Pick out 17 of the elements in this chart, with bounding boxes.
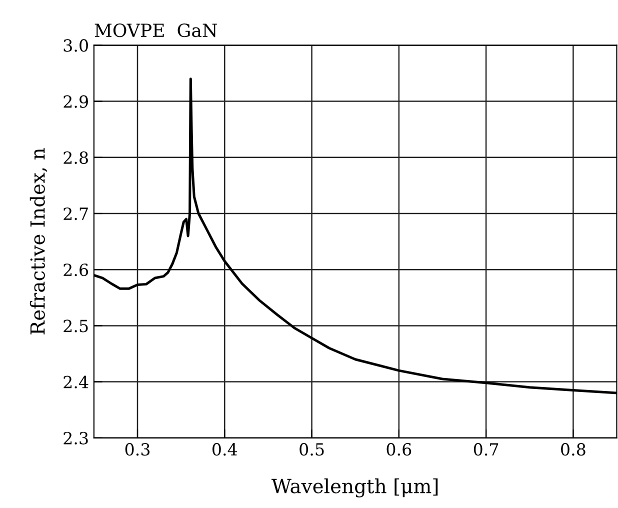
chart-title: MOVPE GaN: [94, 23, 217, 38]
x-tick-label: 0.3: [125, 443, 150, 456]
y-tick-label: 2.4: [64, 376, 88, 388]
y-tick-label: 2.3: [64, 432, 88, 444]
y-tick-label: 2.5: [64, 320, 88, 332]
y-axis-title: Refractive Index, n: [30, 148, 48, 334]
y-tick-label: 3.0: [64, 39, 88, 52]
x-tick-label: 0.8: [561, 443, 586, 456]
y-tick-label: 2.8: [64, 151, 88, 164]
x-axis-title: Wavelength [μm]: [272, 478, 438, 498]
x-tick-label: 0.4: [212, 443, 238, 456]
y-tick-label: 2.7: [64, 207, 88, 220]
x-tick-label: 0.5: [300, 443, 324, 456]
x-tick-label: 0.7: [474, 443, 498, 456]
x-tick-label: 0.6: [386, 443, 412, 456]
y-tick-label: 2.9: [64, 95, 88, 108]
y-tick-label: 2.6: [64, 264, 88, 276]
